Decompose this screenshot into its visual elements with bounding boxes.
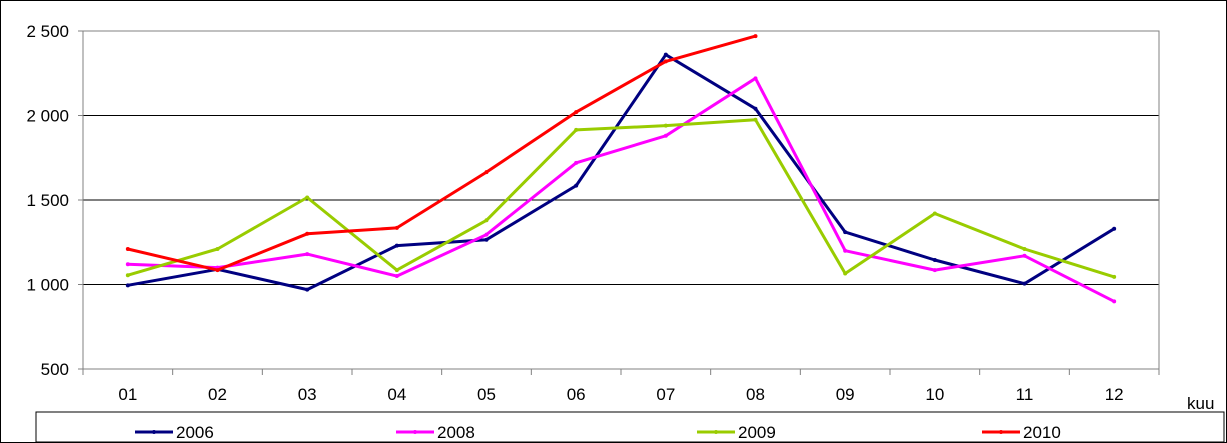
legend-label-2008: 2008 [437,423,475,442]
data-point-2006 [394,243,399,248]
legend-marker-2010 [999,430,1003,434]
data-point-2009 [574,127,579,132]
legend-marker-2006 [152,430,156,434]
x-tick-label: 06 [567,385,586,404]
x-tick-label: 04 [387,385,406,404]
data-point-2006 [305,287,310,292]
x-axis: 01 02 03 04 05 06 07 08 09 10 11 12 [82,369,1160,404]
data-point-2008 [125,262,130,267]
data-point-2010 [305,231,310,236]
data-point-2009 [394,268,399,273]
data-point-2006 [1022,281,1027,286]
legend-label-2009: 2009 [738,423,776,442]
x-axis-label: kuu [1187,394,1214,413]
x-tick-label: 08 [746,385,765,404]
data-point-2010 [484,170,489,175]
x-tick-label: 09 [836,385,855,404]
data-point-2008 [305,252,310,257]
data-point-2008 [843,248,848,253]
y-tick-label: 1 500 [26,191,69,210]
data-point-2009 [305,195,310,200]
y-tick-label: 2 500 [26,22,69,41]
legend: 2006 2008 2009 2010 [135,423,1061,442]
data-point-2008 [663,133,668,138]
data-point-2006 [574,183,579,188]
series-line-2006 [127,53,1115,292]
data-point-2010 [394,225,399,230]
x-tick-label: 11 [1016,385,1034,404]
legend-marker-2008 [413,430,417,434]
series-line-2009 [127,118,1115,279]
data-point-2010 [753,34,758,39]
data-point-2009 [1112,274,1117,279]
y-tick-label: 1 000 [26,276,69,295]
y-tick-label: 2 000 [26,107,69,126]
data-point-2008 [1022,253,1027,258]
x-tick-label: 07 [656,385,675,404]
data-point-2010 [215,268,220,273]
legend-marker-2009 [714,430,718,434]
data-point-2009 [1022,247,1027,252]
series-lines [125,34,1117,304]
data-point-2010 [663,59,668,64]
data-point-2010 [125,247,130,252]
legend-label-2010: 2010 [1023,423,1061,442]
legend-label-2006: 2006 [176,423,214,442]
x-tick-label: 02 [208,385,227,404]
y-axis: 500 1 000 1 500 2 000 2 500 [26,22,83,379]
y-tick-label: 500 [41,360,69,379]
data-point-2008 [484,232,489,237]
data-point-2008 [753,76,758,81]
legend-box [35,411,1225,443]
data-point-2009 [753,117,758,122]
data-point-2010 [574,110,579,115]
series-line-2010 [127,34,756,272]
data-point-2008 [574,160,579,165]
data-point-2006 [753,106,758,111]
data-point-2009 [932,211,937,216]
data-point-2006 [125,283,130,288]
x-tick-label: 12 [1105,385,1124,404]
data-point-2008 [932,268,937,273]
x-tick-label: 05 [477,385,496,404]
data-point-2009 [843,271,848,276]
data-point-2006 [932,257,937,262]
series-line-2008 [127,76,1115,303]
data-point-2006 [1112,226,1117,231]
data-point-2008 [394,274,399,279]
data-point-2009 [484,218,489,223]
x-tick-label: 03 [298,385,317,404]
x-tick-label: 10 [925,385,944,404]
data-point-2006 [484,237,489,242]
x-tick-label: 01 [118,385,137,404]
data-point-2008 [1112,299,1117,304]
data-point-2006 [663,52,668,57]
data-point-2006 [843,230,848,235]
data-point-2009 [125,273,130,278]
data-point-2009 [663,123,668,128]
data-point-2009 [215,247,220,252]
